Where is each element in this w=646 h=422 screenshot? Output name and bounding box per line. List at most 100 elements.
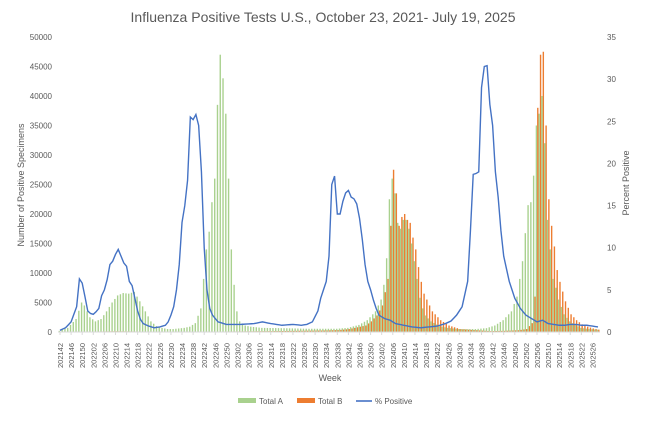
total-a-bar — [392, 179, 393, 332]
total-a-bar — [131, 293, 132, 332]
x-tick-label: 202322 — [289, 343, 298, 368]
x-tick-label: 202218 — [134, 343, 143, 368]
total-a-bar — [428, 318, 429, 332]
total-a-bar — [416, 279, 417, 332]
total-b-bar — [382, 305, 383, 332]
total-b-bar — [434, 314, 435, 332]
total-a-bar — [264, 328, 265, 332]
x-tick-label: 202418 — [422, 343, 431, 368]
total-a-bar — [544, 143, 545, 332]
total-a-bar — [281, 328, 282, 332]
total-a-bar — [86, 311, 87, 332]
total-a-bar — [536, 126, 537, 333]
total-b-bar — [371, 321, 372, 332]
x-tick-label: 202326 — [300, 343, 309, 368]
total-a-bar — [181, 328, 182, 332]
total-b-bar — [354, 328, 355, 332]
y-tick-label: 0 — [48, 328, 53, 337]
y2-tick-label: 35 — [607, 33, 616, 42]
x-tick-label: 202410 — [400, 343, 409, 368]
total-a-bar — [303, 329, 304, 332]
total-b-bar — [545, 126, 546, 333]
total-a-bar — [541, 96, 542, 332]
x-tick-label: 202526 — [588, 343, 597, 368]
total-b-bar — [548, 199, 549, 332]
total-b-bar — [587, 327, 588, 332]
total-a-bar — [369, 317, 370, 332]
total-a-bar — [450, 328, 451, 332]
total-a-bar — [275, 328, 276, 332]
total-b-bar — [360, 327, 361, 332]
total-a-bar — [530, 202, 531, 332]
total-a-bar — [186, 327, 187, 332]
y2-tick-label: 5 — [607, 286, 612, 295]
x-tick-label: 202214 — [123, 343, 132, 368]
total-a-bar — [386, 258, 387, 332]
x-tick-label: 202450 — [511, 343, 520, 368]
total-a-bar — [353, 326, 354, 332]
total-a-bar — [89, 317, 90, 332]
x-tick-label: 202442 — [489, 343, 498, 368]
x-tick-label: 202302 — [233, 343, 242, 368]
total-b-bar — [365, 326, 366, 332]
total-a-bar — [547, 220, 548, 332]
total-a-bar — [261, 328, 262, 332]
total-b-bar — [570, 314, 571, 332]
y-tick-label: 50000 — [30, 33, 53, 42]
total-a-bar — [292, 328, 293, 332]
y-tick-label: 25000 — [30, 181, 53, 190]
total-a-bar — [550, 249, 551, 332]
total-a-bar — [109, 307, 110, 332]
total-a-bar — [106, 311, 107, 332]
total-a-bar — [525, 233, 526, 332]
total-b-bar — [554, 246, 555, 332]
total-a-bar — [433, 323, 434, 332]
total-b-bar — [407, 220, 408, 332]
total-b-bar — [376, 315, 377, 332]
total-a-bar — [84, 305, 85, 332]
total-b-bar — [568, 308, 569, 332]
total-a-bar — [497, 324, 498, 332]
x-tick-label: 202414 — [411, 343, 420, 368]
total-a-bar — [142, 306, 143, 332]
total-a-bar — [575, 325, 576, 332]
total-a-bar — [375, 311, 376, 332]
total-a-bar — [378, 305, 379, 332]
x-tick-label: 202242 — [200, 343, 209, 368]
y2-tick-label: 10 — [607, 244, 616, 253]
total-a-bar — [147, 316, 148, 332]
x-tick-label: 202518 — [566, 343, 575, 368]
y-tick-label: 20000 — [30, 210, 53, 219]
total-a-bar — [355, 326, 356, 332]
total-b-bar — [532, 323, 533, 332]
legend: Total A Total B % Positive — [238, 397, 413, 406]
total-b-bar — [379, 310, 380, 332]
total-a-bar — [220, 55, 221, 332]
total-a-bar — [580, 328, 581, 332]
total-a-bar — [491, 326, 492, 332]
chart-title: Influenza Positive Tests U.S., October 2… — [131, 9, 516, 25]
total-a-bar — [225, 114, 226, 332]
total-a-bar — [411, 244, 412, 333]
y-tick-label: 10000 — [30, 269, 53, 278]
total-a-bar — [425, 315, 426, 332]
x-tick-label: 202342 — [344, 343, 353, 368]
total-b-bar — [385, 292, 386, 332]
total-b-bar — [590, 328, 591, 332]
total-a-bar — [189, 327, 190, 332]
total-a-bar — [403, 220, 404, 332]
legend-label-percent-positive: % Positive — [375, 397, 413, 406]
total-a-bar — [125, 293, 126, 332]
total-a-bar — [92, 319, 93, 332]
total-b-bar — [440, 320, 441, 332]
x-tick-label: 202318 — [278, 343, 287, 368]
total-a-bar — [558, 300, 559, 332]
total-a-bar — [538, 114, 539, 332]
total-a-bar — [294, 328, 295, 332]
total-a-bar — [161, 328, 162, 332]
total-b-bar — [387, 279, 388, 332]
total-a-bar — [178, 328, 179, 332]
total-a-bar — [267, 328, 268, 332]
